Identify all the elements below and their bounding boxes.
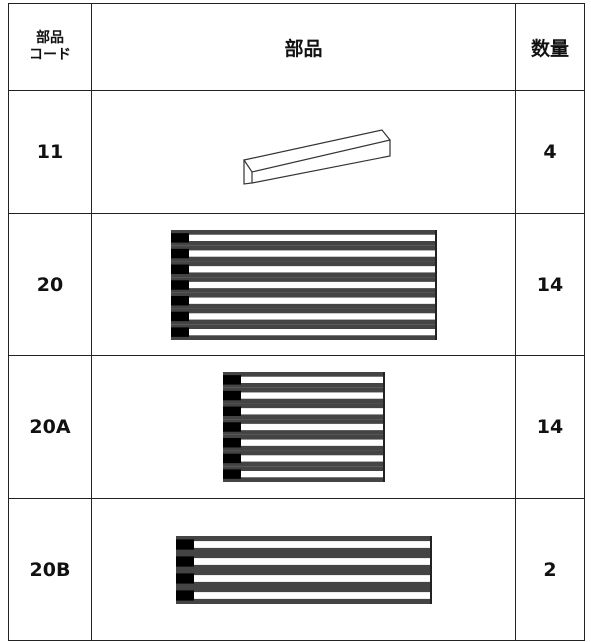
rod-part (434, 229, 437, 340)
part-drawing (242, 129, 391, 185)
part-drawing (170, 229, 437, 340)
code-cell: 20B (8, 498, 92, 641)
image-cell (91, 213, 516, 356)
rod-part (223, 392, 384, 399)
rod-part (222, 422, 241, 432)
row: 11 4 (8, 90, 585, 214)
rod-part (222, 375, 241, 385)
parts-table: 部品 コード 部品 数量 11 4 20 14 20A 14 20B (8, 3, 585, 641)
rod-part (171, 297, 436, 304)
rod-part (176, 557, 431, 565)
rod-part (222, 390, 241, 401)
rod-part (176, 540, 431, 548)
rod-part (170, 311, 189, 321)
part-drawing (175, 535, 432, 604)
header-row: 部品 コード 部品 数量 (8, 3, 585, 91)
header-text: コード (29, 47, 71, 63)
rod-part (222, 469, 241, 479)
rod-part (176, 591, 431, 599)
rod-part (222, 438, 241, 448)
rod-part (175, 589, 194, 601)
quantity-cell: 14 (515, 213, 585, 356)
rod-part (222, 406, 241, 416)
rod-part (222, 453, 241, 464)
code-cell: 20 (8, 213, 92, 356)
rod-part (170, 279, 189, 290)
rod-part (170, 248, 189, 258)
quantity-cell: 4 (515, 90, 585, 214)
rod-part (223, 455, 384, 462)
rod-part (171, 312, 436, 320)
row: 20A 14 (8, 355, 585, 499)
rod-part (223, 408, 384, 415)
quantity-cell: 14 (515, 355, 585, 499)
rod-part (171, 234, 436, 241)
part-drawing (222, 372, 385, 482)
code-cell: 20A (8, 355, 92, 499)
rod-part (176, 574, 431, 582)
image-cell (91, 355, 516, 499)
rod-part (171, 265, 436, 272)
rod-part (171, 249, 436, 257)
image-cell (91, 498, 516, 641)
rod-part (175, 555, 194, 567)
image-cell (91, 90, 516, 214)
rod-part (170, 264, 189, 274)
rod-part (171, 328, 436, 335)
rod-part (223, 376, 384, 383)
rod-part (170, 232, 189, 243)
rod-part (171, 281, 436, 288)
rod-part (223, 423, 384, 431)
header-text: 部品 (36, 30, 64, 46)
code-cell: 11 (8, 90, 92, 214)
row: 20 14 (8, 213, 585, 356)
quantity-cell: 2 (515, 498, 585, 641)
header-cell: 部品 (91, 3, 516, 91)
rod-part (175, 538, 194, 550)
rod-part (223, 471, 384, 478)
rod-part (170, 326, 189, 337)
header-cell: 数量 (515, 3, 585, 91)
header-cell: 部品 コード (8, 3, 92, 91)
rod-part (223, 439, 384, 446)
rod-part (429, 535, 432, 604)
rod-part (170, 295, 189, 305)
row: 20B 2 (8, 498, 585, 641)
rod-part (175, 572, 194, 584)
rod-part (382, 372, 385, 482)
